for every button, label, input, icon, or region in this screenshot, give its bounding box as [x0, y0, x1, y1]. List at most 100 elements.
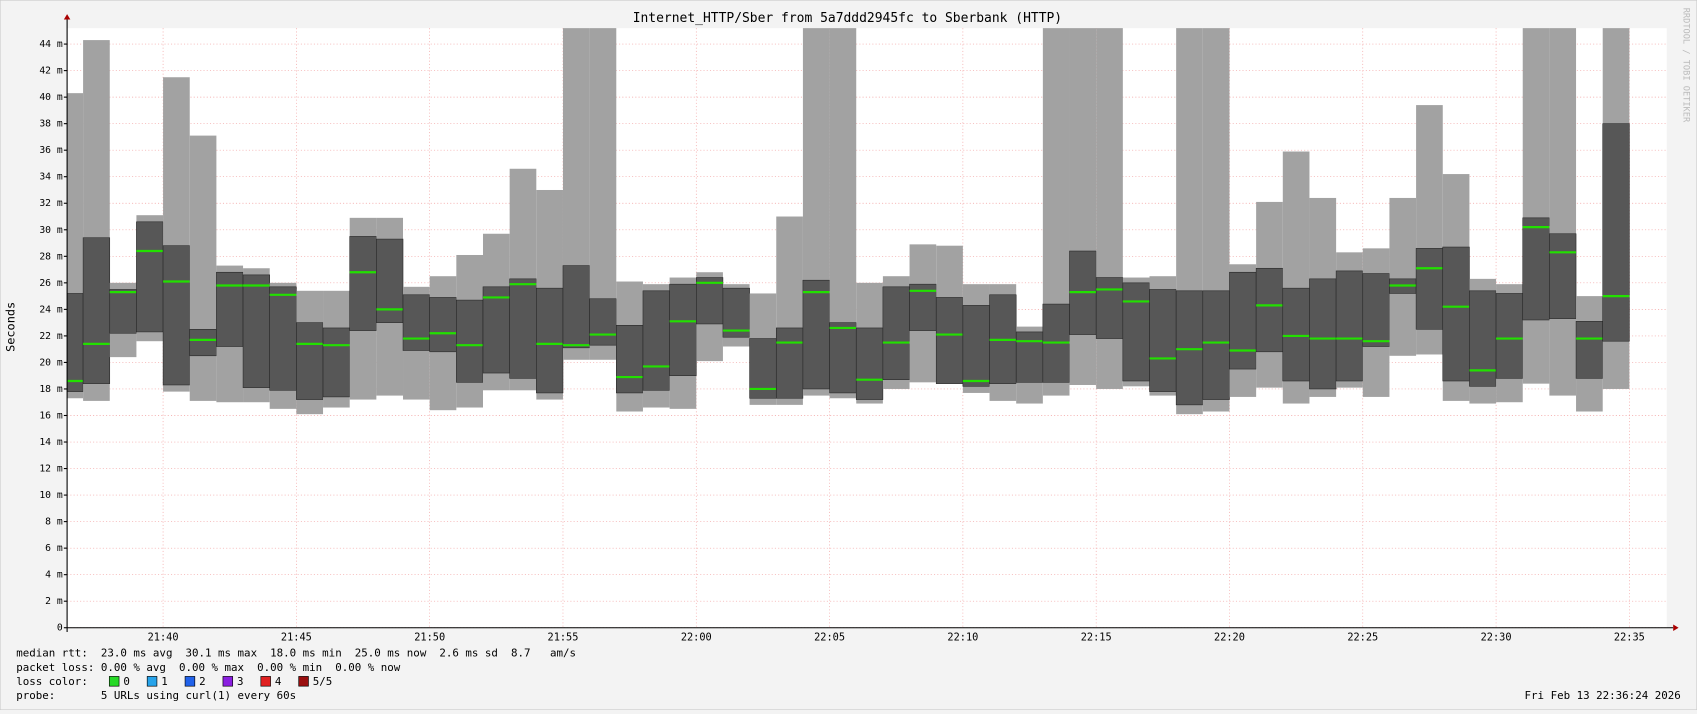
inner-range: [589, 298, 617, 346]
x-tick-label: 21:50: [414, 631, 445, 643]
inner-range: [1015, 331, 1044, 383]
y-tick-label: 22 m: [39, 331, 63, 342]
inner-range: [82, 237, 111, 384]
inner-range: [669, 283, 697, 376]
inner-range: [696, 277, 724, 325]
smoke-range: [1522, 28, 1550, 384]
inner-range: [882, 286, 910, 380]
footer-date: Fri Feb 13 22:36:24 2026: [1525, 689, 1681, 702]
inner-range: [1495, 293, 1524, 379]
footer-probe: probe: 5 URLs using curl(1) every 60s: [16, 689, 296, 702]
inner-range: [67, 293, 84, 392]
x-tick-label: 22:00: [681, 631, 712, 643]
y-tick-label: 42 m: [39, 66, 63, 77]
inner-range: [482, 286, 510, 374]
inner-range: [962, 305, 990, 387]
inner-range: [1575, 321, 1603, 379]
x-tick-label: 21:45: [281, 631, 312, 643]
inner-range: [456, 299, 484, 383]
y-tick-label: 38 m: [39, 119, 63, 130]
y-tick-label: 10 m: [39, 490, 63, 501]
inner-range: [1309, 278, 1337, 390]
loss-color-swatch: [146, 676, 158, 687]
inner-range: [1095, 277, 1124, 339]
side-note: RRDTOOL / TOBI OETIKER: [1681, 8, 1691, 123]
inner-range: [775, 327, 804, 399]
y-tick-label: 12 m: [39, 464, 63, 475]
smoke-range: [189, 135, 217, 401]
inner-range: [1255, 267, 1284, 353]
inner-range: [1282, 287, 1310, 382]
inner-range: [855, 327, 884, 400]
inner-range: [1149, 289, 1177, 392]
x-tick-label: 22:20: [1214, 631, 1245, 643]
y-tick-label: 18 m: [39, 384, 63, 395]
smoke-range: [1389, 197, 1417, 356]
inner-range: [616, 325, 644, 394]
footer-median-rtt: median rtt: 23.0 ms avg 30.1 ms max 18.0…: [16, 647, 576, 660]
x-tick-label: 22:15: [1081, 631, 1112, 643]
x-tick-label: 22:05: [814, 631, 845, 643]
inner-range: [536, 287, 564, 394]
y-tick-label: 0: [57, 623, 63, 634]
inner-range: [109, 289, 137, 334]
loss-color-swatch: [298, 676, 309, 687]
y-tick-label: 26 m: [39, 278, 63, 289]
inner-range: [642, 290, 670, 391]
inner-range: [322, 327, 350, 398]
inner-range: [1175, 290, 1204, 406]
y-tick-label: 40 m: [39, 92, 63, 103]
y-tick-label: 2 m: [45, 596, 63, 607]
footer-packet-loss: packet loss: 0.00 % avg 0.00 % max 0.00 …: [16, 661, 401, 674]
inner-range: [802, 279, 830, 390]
y-tick-label: 6 m: [45, 543, 63, 554]
y-tick-label: 14 m: [39, 437, 63, 448]
inner-range: [1229, 271, 1257, 370]
y-tick-label: 36 m: [39, 145, 63, 156]
x-tick-label: 22:10: [947, 631, 978, 643]
loss-color-swatch: [108, 676, 120, 687]
loss-color-swatch: [260, 676, 271, 687]
loss-color-label: 3: [237, 675, 244, 688]
inner-range: [402, 294, 430, 351]
inner-range: [136, 221, 164, 333]
inner-range: [935, 297, 964, 384]
y-tick-label: 24 m: [39, 304, 63, 315]
loss-color-label: 5/5: [313, 675, 333, 688]
inner-range: [1442, 246, 1470, 382]
inner-range: [1362, 273, 1390, 347]
x-tick-label: 22:25: [1347, 631, 1378, 643]
inner-range: [1522, 217, 1550, 321]
y-tick-label: 20 m: [39, 357, 63, 368]
y-tick-label: 30 m: [39, 225, 63, 236]
x-tick-label: 22:30: [1481, 631, 1512, 643]
x-tick-label: 21:55: [548, 631, 579, 643]
inner-range: [1469, 290, 1497, 387]
y-tick-label: 34 m: [39, 172, 63, 183]
loss-color-label: 1: [161, 675, 168, 688]
smoke-range: [1549, 28, 1577, 396]
y-tick-label: 32 m: [39, 198, 63, 209]
loss-color-swatch: [222, 676, 234, 687]
y-tick-label: 28 m: [39, 251, 63, 262]
inner-range: [296, 322, 324, 400]
y-tick-label: 4 m: [45, 570, 63, 581]
x-tick-label: 21:40: [148, 631, 179, 643]
inner-range: [1602, 123, 1630, 342]
footer-loss-color-label: loss color:: [16, 675, 88, 688]
x-tick-label: 22:35: [1614, 631, 1645, 643]
inner-range: [509, 278, 537, 379]
y-axis-label: Seconds: [3, 302, 17, 352]
chart-title: Internet_HTTP/Sber from 5a7ddd2945fc to …: [633, 11, 1062, 26]
inner-range: [1415, 248, 1444, 330]
y-tick-label: 44 m: [39, 39, 63, 50]
inner-range: [162, 245, 191, 386]
loss-color-label: 2: [199, 675, 206, 688]
inner-range: [349, 236, 377, 331]
loss-color-label: 0: [123, 675, 130, 688]
inner-range: [829, 322, 857, 394]
y-tick-label: 16 m: [39, 410, 63, 421]
inner-range: [722, 287, 750, 338]
y-tick-label: 8 m: [45, 517, 63, 528]
